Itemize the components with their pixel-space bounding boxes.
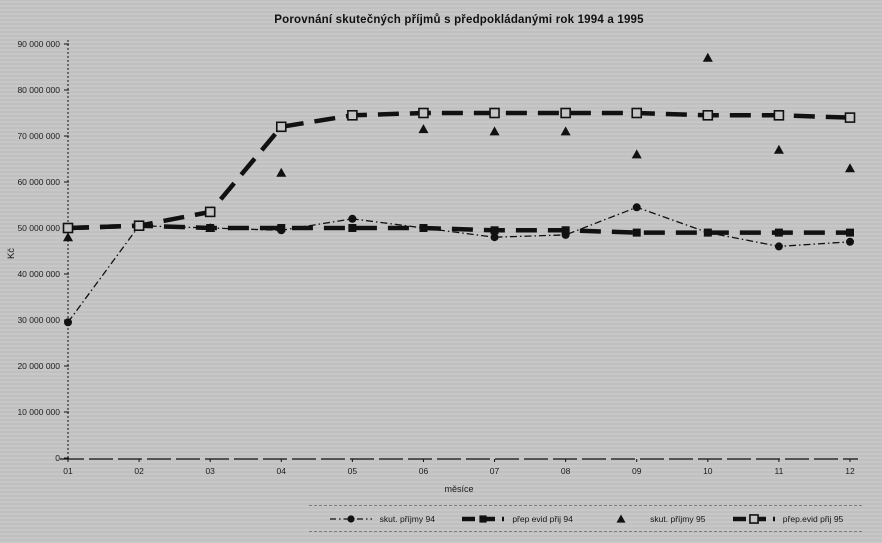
x-tick-label: 04 [277,466,287,476]
x-tick-label: 06 [419,466,429,476]
marker-square-open [418,107,429,119]
marker-square-open [204,206,216,218]
x-tick-label: 10 [703,466,713,476]
marker-square-open [347,110,358,121]
y-tick-label: 80 000 000 [17,85,60,95]
series-0 [64,203,854,327]
marker-square [561,226,570,235]
y-tick-label: 20 000 000 [17,361,60,371]
marker-square-open [748,513,759,524]
legend-item-0: skut. příjmy 94 [328,512,435,526]
series-line [67,223,850,235]
marker-triangle [702,52,713,62]
y-tick-label: 50 000 000 [17,223,60,233]
marker-triangle [845,163,855,173]
marker-circle [490,233,499,242]
marker-circle [774,242,783,251]
marker-square-open [631,107,643,119]
x-tick-label: 08 [561,466,571,476]
legend-marker-square-filled [462,514,505,523]
x-tick-label: 05 [348,466,358,476]
x-tick-label: 01 [63,466,73,476]
marker-square-open [62,222,74,234]
x-tick-label: 03 [205,466,215,476]
legend-label: přep evid přij 94 [512,513,573,524]
marker-triangle [418,124,429,134]
chart-legend: skut. příjmy 94 přep evid přij 94 skut. př… [309,505,862,532]
marker-circle [347,514,355,523]
y-tick-label: 10 000 000 [17,407,60,417]
marker-triangle [631,149,642,159]
legend-label: skut. příjmy 95 [650,513,706,524]
legend-label: přep.evid přij 95 [782,513,844,524]
marker-square-open [133,220,145,231]
legend-label: skut. příjmy 94 [379,513,435,524]
x-tick-label: 09 [632,466,642,476]
legend-marker-triangle-filled [616,514,626,523]
y-tick-label: 40 000 000 [17,269,60,279]
marker-square [479,514,487,523]
x-tick-label: 11 [774,466,783,476]
series-2 [63,52,855,242]
chart-plot: 0 10 000 000 20 000 000 30 000 000 40 000 00… [17,39,858,476]
marker-square-open [702,110,714,121]
marker-circle [846,237,854,246]
marker-square [419,224,428,232]
marker-square [774,228,783,237]
marker-circle [64,318,72,327]
marker-square [490,226,499,235]
marker-circle [348,214,357,223]
marker-square [277,224,286,232]
y-tick-label: 60 000 000 [17,177,60,187]
marker-square [846,228,854,237]
y-tick-label: 0 [55,453,60,463]
chart-title: Porovnání skutečných příjmů s předpoklád… [274,14,644,26]
marker-triangle [773,144,784,154]
marker-square-open [275,121,287,133]
y-tick-label: 90 000 000 [17,39,60,49]
series-line [67,206,851,323]
marker-circle [632,203,641,212]
legend-item-1: přep evid přij 94 [460,512,573,526]
series-line [67,110,851,231]
series-1 [64,221,854,237]
marker-square-open [560,107,571,119]
marker-triangle [489,126,500,136]
legend-marker-circle-filled [329,514,372,523]
x-tick-label: 07 [490,466,500,476]
legend-item-3: přep.evid přij 95 [731,512,843,526]
marker-square-open [844,112,856,123]
series-3 [62,107,856,234]
x-tick-label: 02 [134,466,144,476]
marker-triangle [205,223,216,232]
marker-triangle [616,514,626,523]
marker-square-open [773,110,785,121]
marker-square [632,228,641,237]
y-tick-label: 30 000 000 [17,315,60,325]
marker-square [703,228,712,237]
y-tick-label: 70 000 000 [17,131,60,141]
marker-triangle [560,126,571,136]
legend-marker-square-open [732,513,775,524]
x-axis-title: měsíce [444,484,474,494]
marker-square [348,224,357,232]
legend-item-2: skut. příjmy 95 [598,512,705,526]
marker-triangle [63,232,73,242]
x-tick-label: 12 [845,466,855,476]
marker-triangle [276,167,287,177]
marker-square-open [489,107,500,119]
